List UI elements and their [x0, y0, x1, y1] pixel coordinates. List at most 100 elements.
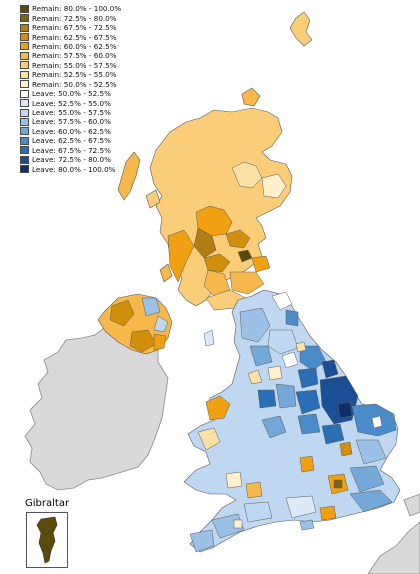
map-legend: Remain: 80.0% - 100.0% Remain: 72.5% - 80… — [20, 4, 190, 174]
legend-item: Remain: 62.5% - 67.5% — [20, 32, 190, 42]
legend-label: Leave: 72.5% - 80.0% — [32, 155, 111, 165]
legend-label: Leave: 50.0% - 52.5% — [32, 89, 111, 99]
region-armagh — [129, 329, 157, 353]
region-shetland — [289, 11, 313, 47]
region-islay — [159, 263, 173, 283]
legend-label: Remain: 60.0% - 62.5% — [32, 41, 117, 51]
legend-swatch — [20, 136, 29, 145]
legend-swatch — [20, 117, 29, 126]
legend-swatch — [20, 14, 29, 23]
legend-swatch — [20, 165, 29, 174]
legend-item: Leave: 67.5% - 72.5% — [20, 146, 190, 155]
region-isle-of-man — [203, 329, 215, 347]
region-argyll — [167, 229, 195, 283]
legend-label: Leave: 60.0% - 62.5% — [32, 126, 111, 136]
region-leicester — [297, 413, 321, 435]
legend-item: Leave: 55.0% - 57.5% — [20, 108, 190, 117]
region-lambeth — [333, 479, 343, 489]
region-hampshire — [285, 495, 317, 519]
europe-landmass-north — [403, 493, 420, 517]
region-ceredigion — [197, 427, 221, 451]
region-manchester — [267, 365, 283, 381]
legend-label: Remain: 52.5% - 55.0% — [32, 70, 117, 80]
region-borders — [229, 271, 265, 295]
legend-label: Leave: 62.5% - 67.5% — [32, 136, 111, 146]
legend-item: Remain: 72.5% - 80.0% — [20, 13, 190, 23]
inset-title: Gibraltar — [25, 498, 70, 509]
legend-item: Remain: 60.0% - 62.5% — [20, 42, 190, 51]
legend-label: Leave: 52.5% - 55.0% — [32, 98, 111, 108]
legend-swatch — [20, 155, 29, 164]
region-gwynedd — [205, 395, 231, 421]
region-nottingham — [295, 389, 321, 415]
legend-label: Leave: 80.0% - 100.0% — [32, 164, 116, 174]
region-birmingham — [261, 415, 287, 439]
legend-swatch — [20, 33, 29, 42]
region-orkney — [241, 87, 261, 107]
legend-swatch — [20, 99, 29, 108]
region-bristol — [245, 481, 263, 499]
legend-item: Leave: 80.0% - 100.0% — [20, 164, 190, 174]
region-newcastle — [271, 291, 293, 311]
region-gibraltar — [36, 516, 58, 564]
region-antrim-north — [141, 297, 161, 317]
region-sunderland — [285, 309, 299, 327]
region-boston — [337, 401, 353, 419]
region-lothian — [251, 255, 271, 273]
legend-swatch — [20, 51, 29, 60]
gibraltar-inset — [26, 512, 68, 568]
region-leeds — [281, 351, 299, 369]
legend-swatch — [20, 70, 29, 79]
legend-item: Leave: 52.5% - 55.0% — [20, 98, 190, 108]
legend-item: Leave: 60.0% - 62.5% — [20, 127, 190, 136]
region-cumbria — [239, 307, 271, 343]
region-cambridge — [339, 441, 353, 457]
region-skye — [145, 189, 161, 209]
legend-swatch — [20, 89, 29, 98]
legend-item: Remain: 55.0% - 57.5% — [20, 61, 190, 70]
ireland-landmass — [24, 321, 169, 491]
region-peterborough — [321, 423, 345, 445]
legend-swatch — [20, 108, 29, 117]
legend-item: Leave: 50.0% - 52.5% — [20, 89, 190, 98]
legend-item: Leave: 57.5% - 60.0% — [20, 117, 190, 126]
region-cardiff — [225, 471, 243, 489]
region-derbyshire — [275, 383, 297, 409]
region-stirling — [193, 227, 217, 259]
legend-item: Leave: 72.5% - 80.0% — [20, 155, 190, 164]
legend-item: Remain: 52.5% - 55.0% — [20, 70, 190, 79]
region-exeter — [233, 519, 243, 529]
legend-label: Remain: 62.5% - 67.5% — [32, 32, 117, 42]
region-isle-of-wight — [299, 519, 315, 531]
europe-landmass — [367, 521, 420, 574]
legend-swatch — [20, 23, 29, 32]
region-essex — [349, 465, 385, 493]
legend-item: Remain: 80.0% - 100.0% — [20, 4, 190, 13]
region-york — [295, 341, 307, 353]
legend-item: Leave: 62.5% - 67.5% — [20, 136, 190, 145]
region-oxford — [299, 455, 315, 473]
legend-item: Remain: 50.0% - 52.5% — [20, 80, 190, 89]
region-moray — [261, 173, 287, 199]
region-suffolk — [355, 439, 387, 465]
region-lancashire — [249, 345, 273, 367]
gibraltar-map — [36, 516, 58, 564]
legend-label: Leave: 55.0% - 57.5% — [32, 108, 111, 118]
legend-label: Remain: 80.0% - 100.0% — [32, 4, 122, 14]
legend-swatch — [20, 80, 29, 89]
region-liverpool — [247, 369, 263, 385]
legend-label: Remain: 50.0% - 52.5% — [32, 79, 117, 89]
legend-label: Remain: 55.0% - 57.5% — [32, 60, 117, 70]
region-glasgow — [203, 253, 231, 273]
legend-label: Remain: 57.5% - 60.0% — [32, 51, 117, 61]
region-kent — [349, 489, 393, 513]
legend-item: Remain: 57.5% - 60.0% — [20, 51, 190, 60]
legend-swatch — [20, 61, 29, 70]
region-western-isles — [117, 151, 141, 201]
legend-swatch — [20, 127, 29, 136]
legend-label: Remain: 67.5% - 72.5% — [32, 23, 117, 33]
legend-swatch — [20, 42, 29, 51]
legend-swatch — [20, 4, 29, 13]
region-derry — [109, 299, 135, 327]
